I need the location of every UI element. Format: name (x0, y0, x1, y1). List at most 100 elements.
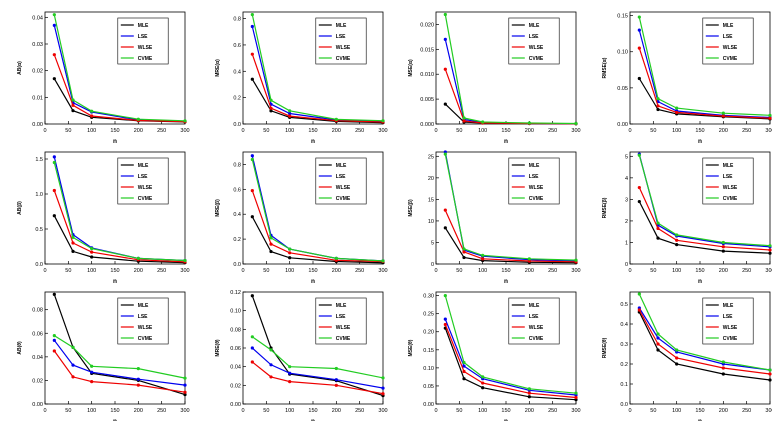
y-tick-label: 10 (428, 219, 434, 225)
data-point-mle (637, 199, 641, 204)
legend-label-lse: LSE (336, 174, 346, 180)
x-tick-label: 100 (87, 128, 96, 134)
x-tick-label: 50 (456, 128, 462, 134)
data-point-cvme (334, 117, 338, 121)
x-tick-label: 200 (332, 268, 341, 274)
data-point-wlse (443, 67, 447, 71)
data-point-lse (250, 154, 254, 158)
chart-panel-6: 0 50 100 150 200 250 300 0.0 0.2 0.4 0.6 0.8 n MRE(β)… (215, 151, 388, 285)
data-point-cvme (183, 258, 187, 263)
legend-label-lse: LSE (723, 34, 733, 40)
legend-label-cvme: CVME (336, 336, 351, 342)
data-point-cvme (675, 233, 679, 237)
y-tick-label: 0.8 (233, 162, 241, 168)
y-tick-label: 0.005 (420, 97, 434, 103)
x-tick-label: 200 (525, 268, 534, 274)
y-tick-label: 0.0 (35, 262, 43, 268)
data-point-lse (52, 338, 56, 342)
data-point-mle (656, 348, 660, 352)
series-line-mle (53, 215, 186, 264)
x-tick-label: 100 (285, 408, 294, 414)
y-axis-label: RMSE(α) (602, 57, 608, 78)
y-axis-label: AB(β) (17, 201, 23, 215)
data-point-cvme (183, 119, 187, 123)
y-tick-label: 0.5 (35, 227, 43, 233)
y-tick-label: 2 (625, 219, 628, 225)
data-point-wlse (136, 383, 140, 387)
y-axis-label: MSE(θ) (408, 339, 414, 356)
data-point-wlse (269, 375, 273, 379)
x-tick-label: 0 (43, 268, 46, 274)
x-tick-label: 0 (241, 408, 244, 414)
x-tick-label: 300 (180, 128, 189, 134)
legend: MLE LSE WLSE CVME (117, 157, 169, 205)
data-point-wlse (183, 390, 187, 394)
data-point-lse (183, 383, 187, 387)
data-point-lse (90, 370, 94, 374)
x-tick-label: 0 (628, 268, 631, 274)
y-tick-label: 0.04 (32, 15, 43, 21)
data-point-cvme (462, 360, 466, 365)
y-tick-label: 0.20 (423, 330, 434, 336)
y-tick-label: 0.00 (32, 122, 43, 128)
x-tick-label: 50 (650, 128, 656, 134)
data-point-cvme (768, 368, 772, 372)
x-tick-label: 200 (719, 408, 728, 414)
legend-label-wlse: WLSE (529, 45, 544, 51)
x-tick-label: 50 (65, 128, 71, 134)
data-point-wlse (288, 251, 292, 255)
x-tick-label: 150 (110, 268, 119, 274)
y-tick-label: 4 (625, 176, 628, 182)
x-tick-label: 0 (43, 128, 46, 134)
chart-panel-2: 0 50 100 150 200 250 300 0.0 0.2 0.4 0.6 0.8 n MRE(α)… (215, 11, 388, 145)
data-point-cvme (527, 257, 531, 261)
x-tick-label: 50 (263, 408, 269, 414)
x-tick-label: 250 (355, 408, 364, 414)
data-point-wlse (250, 188, 254, 193)
x-tick-label: 100 (478, 268, 487, 274)
y-tick-label: 0.10 (423, 366, 434, 372)
x-tick-label: 300 (180, 408, 189, 414)
legend-label-wlse: WLSE (138, 45, 153, 51)
data-point-wlse (462, 119, 466, 123)
data-point-mle (656, 236, 660, 240)
data-point-cvme (90, 109, 94, 113)
x-tick-label: 150 (501, 408, 510, 414)
y-tick-label: 0 (431, 262, 434, 268)
x-tick-label: 150 (695, 268, 704, 274)
data-point-cvme (90, 247, 94, 251)
data-point-cvme (334, 256, 338, 260)
data-point-wlse (90, 380, 94, 384)
y-tick-label: 0.10 (230, 309, 241, 315)
series-line-wlse (444, 209, 577, 263)
legend-label-mle: MLE (336, 303, 347, 309)
legend-label-wlse: WLSE (529, 185, 544, 191)
y-tick-label: 0.00 (230, 402, 241, 408)
y-axis-label: MRE(θ) (215, 339, 221, 356)
y-tick-label: 0.6 (233, 187, 241, 193)
data-point-cvme (481, 120, 485, 124)
y-tick-label: 0.05 (423, 384, 434, 390)
data-point-mle (675, 362, 679, 366)
y-tick-label: 20 (428, 176, 434, 182)
y-tick-label: 0.2 (233, 96, 241, 102)
data-point-wlse (52, 349, 56, 353)
data-point-wlse (656, 226, 660, 231)
chart-panel-9: 0 50 100 150 200 250 300 0.00 0.02 0.04 0.06 0.08 n A… (17, 291, 190, 421)
x-tick-label: 50 (65, 408, 71, 414)
y-tick-label: 0.015 (420, 47, 434, 53)
legend: MLE LSE WLSE CVME (117, 17, 169, 65)
data-point-cvme (183, 376, 187, 380)
x-tick-label: 250 (548, 268, 557, 274)
legend-label-mle: MLE (723, 163, 734, 169)
x-tick-label: 100 (87, 268, 96, 274)
legend-label-mle: MLE (723, 303, 734, 309)
x-axis-label: n (311, 278, 315, 285)
data-point-cvme (269, 236, 273, 240)
data-point-cvme (481, 375, 485, 379)
legend-label-lse: LSE (529, 174, 539, 180)
data-point-mle (721, 249, 725, 253)
legend: MLE LSE WLSE CVME (315, 157, 367, 205)
data-point-wlse (768, 248, 772, 252)
